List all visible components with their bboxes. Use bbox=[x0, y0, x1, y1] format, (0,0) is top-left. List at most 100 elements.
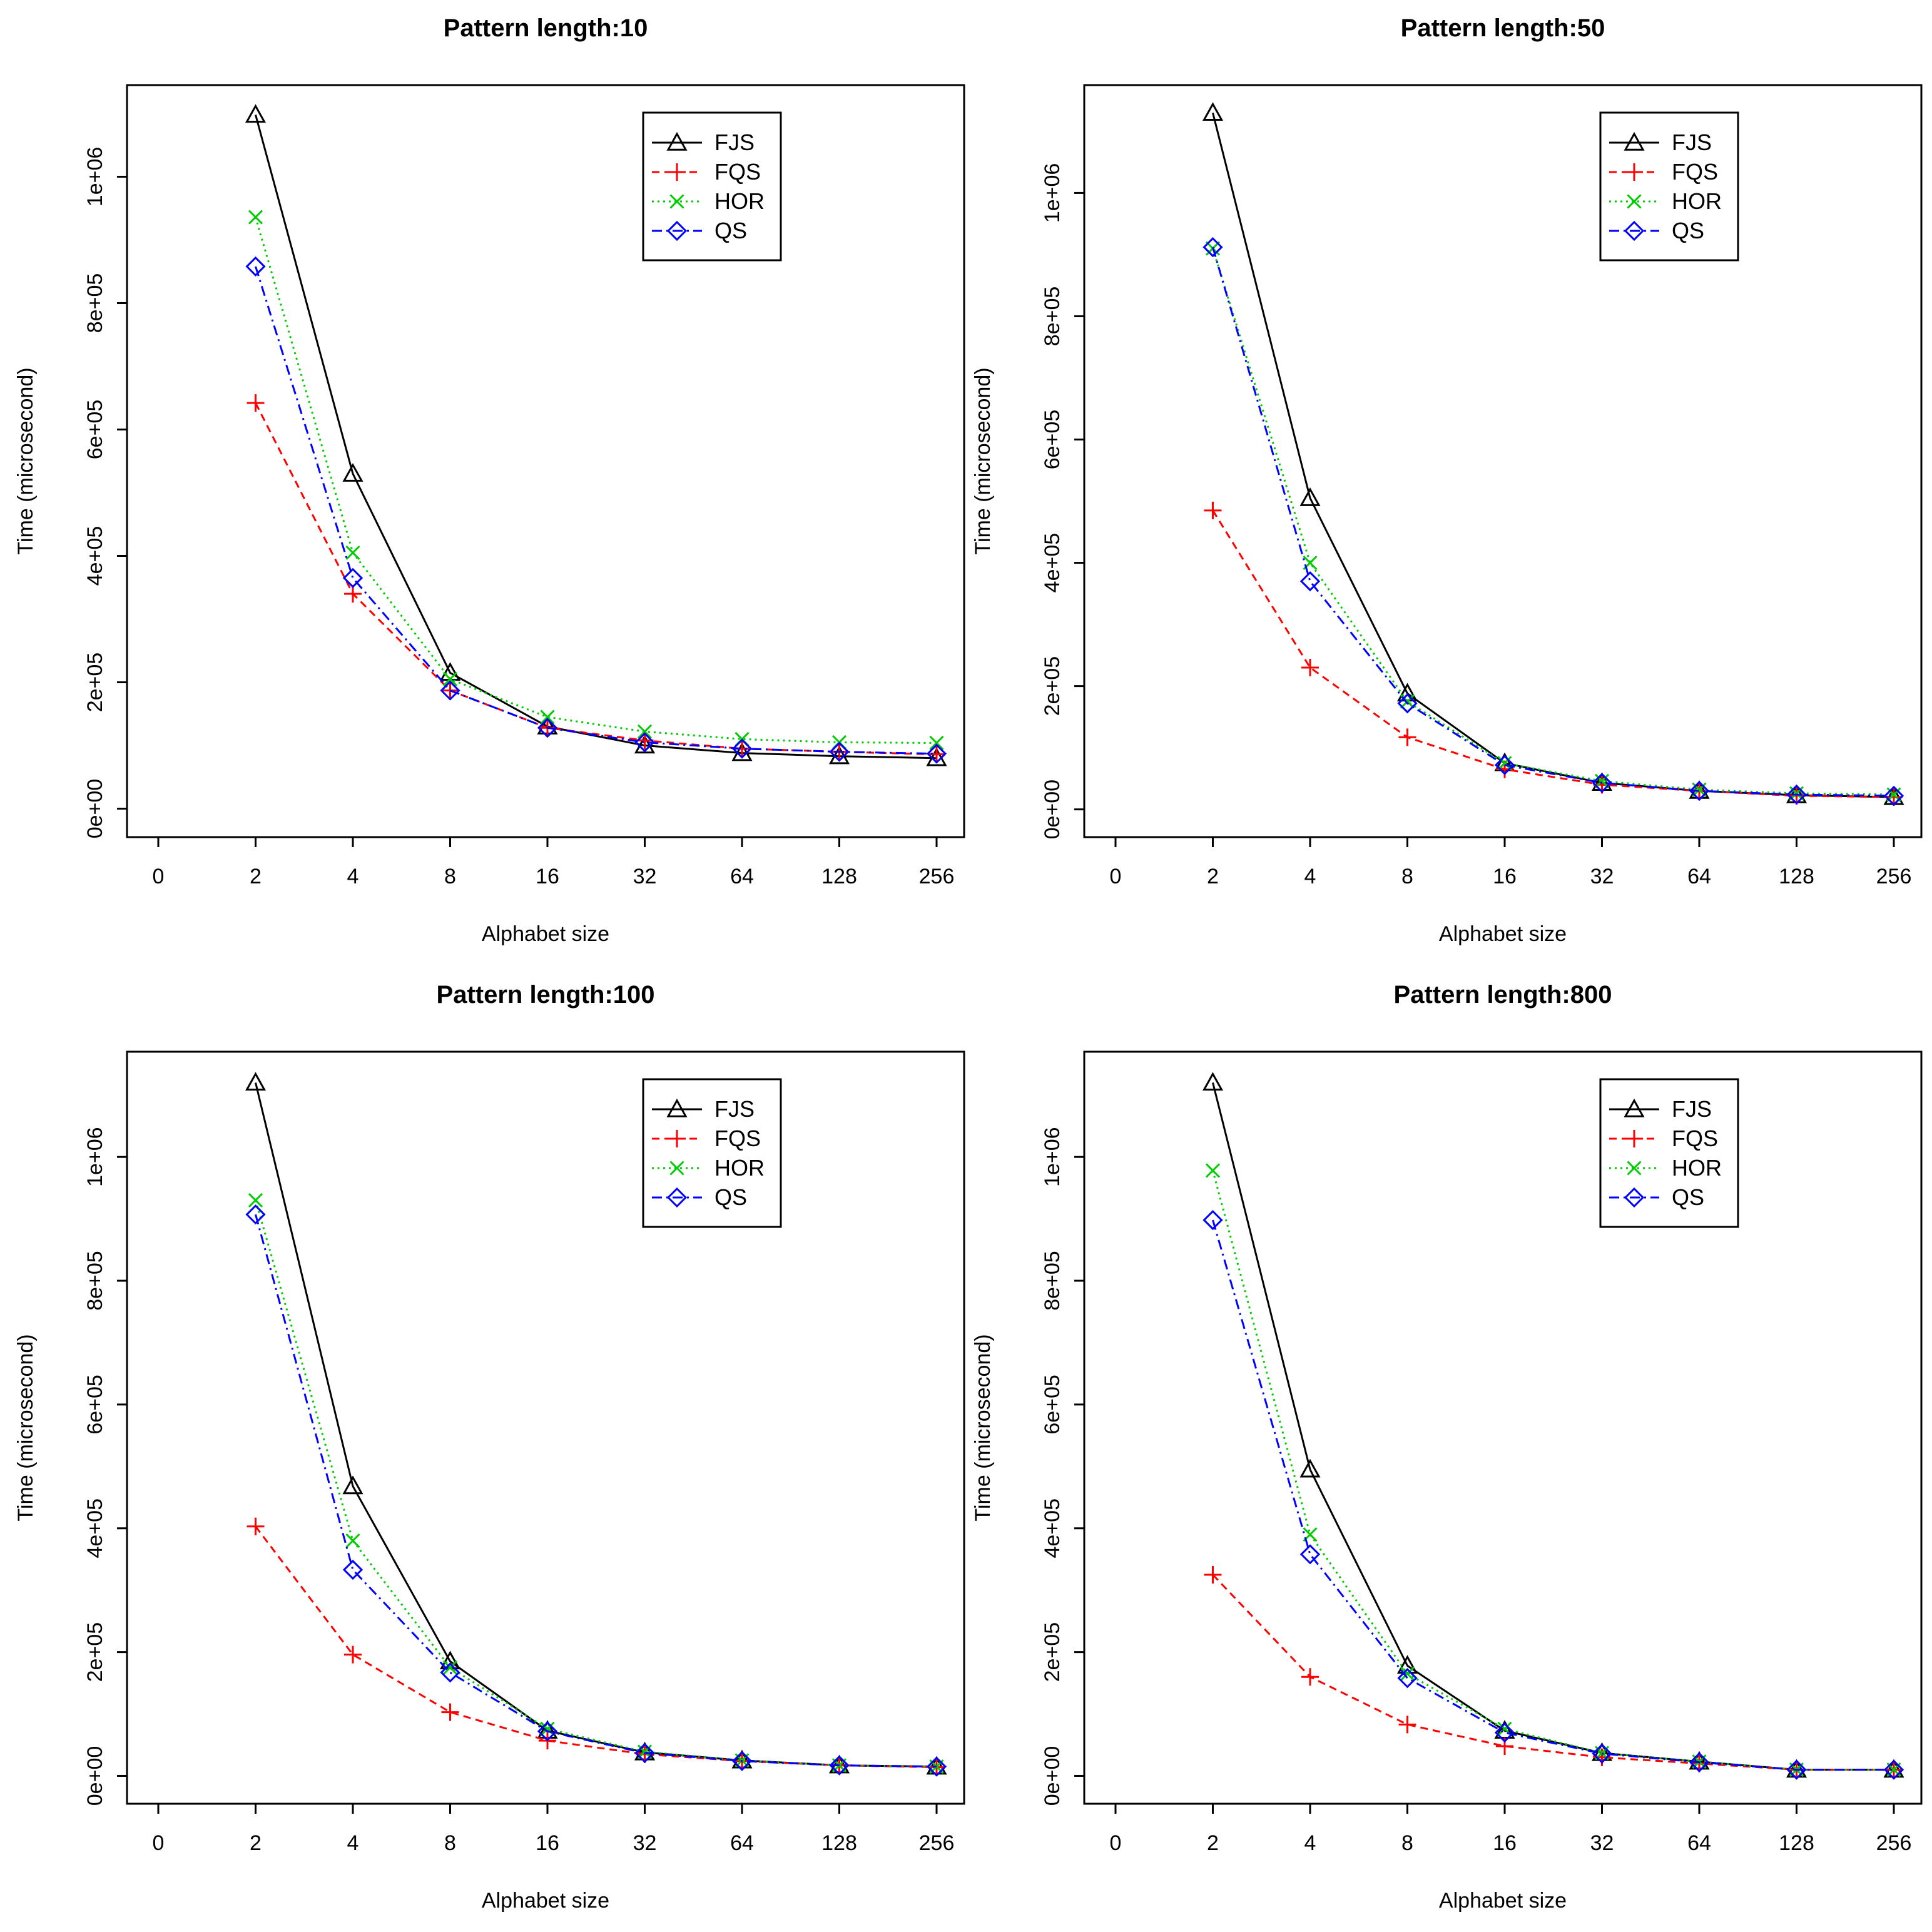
series-qs bbox=[245, 1204, 947, 1777]
series-line-qs bbox=[1212, 247, 1894, 797]
data-point-qs bbox=[1494, 1722, 1515, 1743]
legend-box bbox=[642, 111, 782, 262]
y-tick-label: 2e+05 bbox=[83, 653, 107, 713]
data-point-qs bbox=[537, 1721, 558, 1742]
data-point-hor bbox=[248, 210, 263, 225]
data-point-hor bbox=[442, 1660, 458, 1675]
x-tick-label: 32 bbox=[1590, 865, 1614, 888]
data-point-fqs bbox=[1204, 501, 1222, 519]
chart-panel-4: Pattern length:800 0 2 4 8 16 32 64 128 256 Alphab… bbox=[971, 981, 1923, 1913]
data-point-qs bbox=[731, 1751, 753, 1771]
legend-label-qs: QS bbox=[714, 218, 747, 243]
series-line-fjs bbox=[1212, 1082, 1894, 1771]
x-tick-label: 64 bbox=[730, 865, 754, 888]
data-point-qs bbox=[440, 1662, 460, 1683]
x-tick-label: 8 bbox=[444, 1831, 456, 1855]
x-tick-label: 16 bbox=[1493, 865, 1517, 888]
plot-frame bbox=[1083, 84, 1923, 838]
data-point-fjs bbox=[1202, 1072, 1224, 1091]
x-tick-label: 128 bbox=[1779, 865, 1814, 888]
x-tick-label: 4 bbox=[347, 1831, 359, 1855]
data-point-qs bbox=[634, 1742, 655, 1763]
data-point-qs bbox=[1299, 571, 1321, 592]
data-point-qs bbox=[245, 256, 266, 277]
data-point-qs bbox=[1202, 236, 1223, 258]
data-point-hor bbox=[442, 671, 458, 687]
series-fjs bbox=[245, 1072, 947, 1775]
legend-box bbox=[1599, 111, 1739, 262]
series-fqs bbox=[247, 1517, 945, 1776]
data-point-fjs bbox=[342, 1475, 364, 1495]
chart-title: Pattern length:10 bbox=[444, 14, 648, 42]
x-tick-label: 16 bbox=[536, 1831, 559, 1855]
x-tick-label: 64 bbox=[1687, 1831, 1711, 1855]
data-point-fqs bbox=[247, 394, 265, 412]
legend-marker-fjs bbox=[666, 1098, 688, 1117]
y-tick-label: 1e+06 bbox=[1040, 1127, 1064, 1187]
legend-marker-fqs bbox=[1625, 163, 1643, 181]
series-line-fjs bbox=[255, 114, 937, 760]
x-tick-label: 64 bbox=[1687, 865, 1711, 888]
y-tick-label: 6e+05 bbox=[83, 400, 107, 460]
series-line-hor bbox=[255, 216, 937, 744]
x-tick-label: 256 bbox=[919, 1831, 955, 1855]
y-tick-label: 0e+00 bbox=[1040, 780, 1064, 840]
data-point-qs bbox=[1592, 773, 1612, 793]
data-point-qs bbox=[829, 741, 850, 762]
legend-label-fjs: FJS bbox=[714, 130, 755, 155]
x-tick-label: 256 bbox=[1876, 1831, 1912, 1855]
data-point-qs bbox=[1202, 1209, 1223, 1231]
x-tick-label: 16 bbox=[1493, 1831, 1517, 1855]
legend-label-hor: HOR bbox=[1672, 1155, 1722, 1181]
series-line-hor bbox=[255, 1200, 937, 1768]
data-point-qs bbox=[1299, 1544, 1321, 1565]
data-point-hor bbox=[1594, 773, 1610, 788]
x-tick-label: 2 bbox=[250, 1831, 262, 1855]
y-tick-label: 0e+00 bbox=[1040, 1746, 1064, 1806]
x-tick-label: 32 bbox=[1590, 1831, 1614, 1855]
data-point-qs bbox=[1883, 785, 1904, 806]
x-tick-label: 0 bbox=[153, 865, 165, 888]
y-tick-label: 4e+05 bbox=[83, 526, 107, 586]
x-axis-label: Alphabet size bbox=[1439, 1889, 1567, 1913]
series-line-fqs bbox=[255, 402, 937, 756]
data-point-fjs bbox=[245, 104, 267, 123]
legend-marker-hor bbox=[669, 1161, 684, 1176]
x-tick-label: 2 bbox=[1207, 1831, 1219, 1855]
x-tick-label: 4 bbox=[347, 865, 359, 888]
y-tick-label: 8e+05 bbox=[1040, 1251, 1064, 1310]
data-point-fqs bbox=[1885, 788, 1903, 806]
data-point-fjs bbox=[1299, 1458, 1321, 1478]
data-point-fqs bbox=[344, 1645, 362, 1664]
y-tick-label: 8e+05 bbox=[83, 1251, 107, 1310]
data-point-fqs bbox=[928, 745, 945, 763]
series-hor bbox=[1205, 241, 1901, 802]
data-point-fqs bbox=[1787, 786, 1806, 805]
y-tick-label: 1e+06 bbox=[1040, 163, 1064, 223]
data-point-hor bbox=[1497, 756, 1512, 771]
data-point-qs bbox=[1689, 1752, 1710, 1772]
data-point-qs bbox=[245, 1204, 266, 1225]
data-point-qs bbox=[634, 732, 655, 753]
legend-marker-fqs bbox=[668, 163, 686, 181]
x-tick-label: 128 bbox=[821, 865, 857, 888]
legend-label-fqs: FQS bbox=[1672, 1126, 1718, 1151]
x-axis-label: Alphabet size bbox=[1439, 922, 1567, 946]
legend-label-qs: QS bbox=[1672, 1184, 1704, 1210]
x-axis-label: Alphabet size bbox=[482, 922, 609, 946]
y-tick-label: 6e+05 bbox=[1040, 1375, 1064, 1435]
data-point-fqs bbox=[1398, 728, 1416, 746]
series-fjs bbox=[245, 104, 947, 766]
legend-box bbox=[1599, 1078, 1739, 1228]
data-point-qs bbox=[926, 743, 947, 764]
legend-marker-fjs bbox=[1624, 1098, 1645, 1117]
chart-title: Pattern length:100 bbox=[437, 981, 655, 1009]
legend-label-fjs: FJS bbox=[1672, 130, 1712, 155]
legend-label-fqs: FQS bbox=[714, 159, 761, 185]
series-line-fqs bbox=[1212, 1574, 1894, 1771]
series-fjs bbox=[1202, 1072, 1904, 1778]
legend-box bbox=[642, 1078, 782, 1228]
series-line-fqs bbox=[255, 1525, 937, 1769]
chart-panel-1: Pattern length:10 0 2 4 8 16 32 64 128 256 Alphabe… bbox=[14, 14, 965, 946]
legend-marker-fjs bbox=[1624, 131, 1645, 151]
